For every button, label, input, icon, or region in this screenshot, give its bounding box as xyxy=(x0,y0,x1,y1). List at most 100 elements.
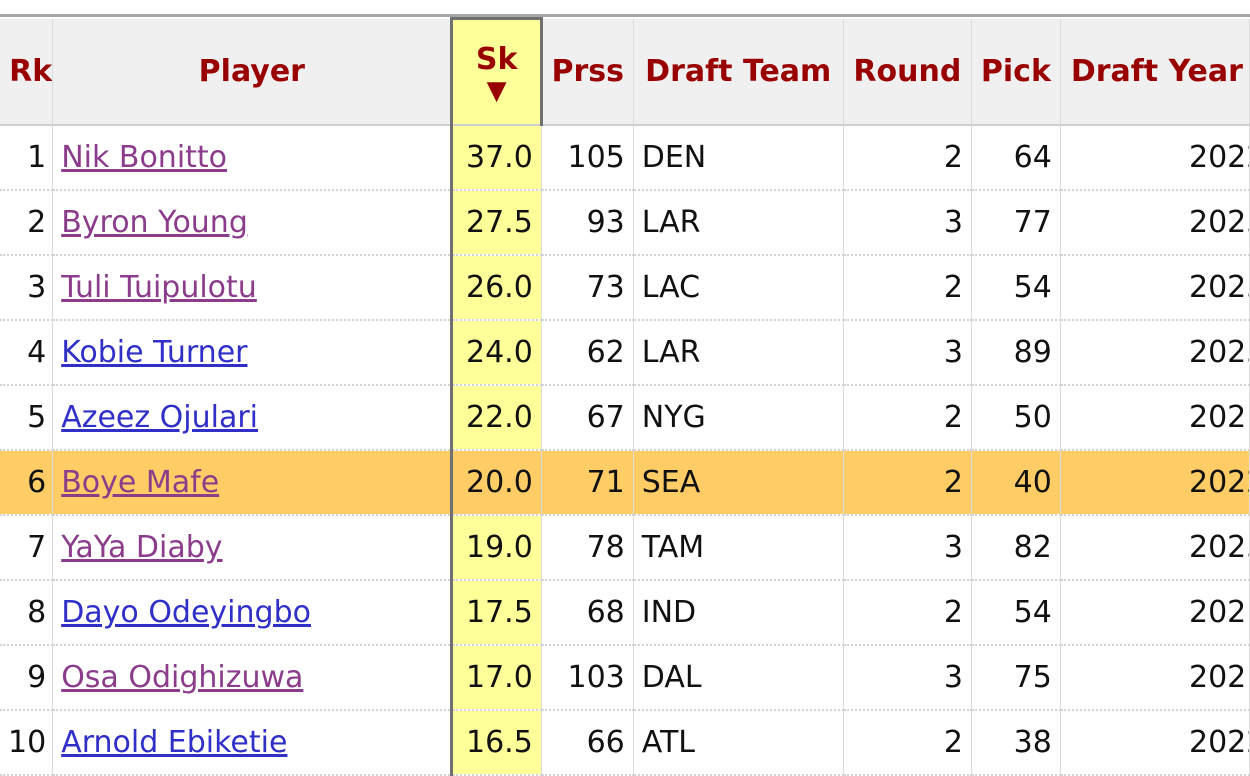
column-header-round[interactable]: Round xyxy=(843,18,972,126)
sacks-cell: 26.0 xyxy=(450,255,542,321)
player-link[interactable]: Kobie Turner xyxy=(61,335,248,370)
player-link[interactable]: Osa Odighizuwa xyxy=(61,660,304,695)
column-header-draft-team[interactable]: Draft Team xyxy=(633,18,844,126)
sacks-cell: 20.0 xyxy=(450,450,542,516)
rank-cell: 7 xyxy=(0,515,54,581)
sacks-cell: 17.5 xyxy=(450,580,542,646)
column-header-rank[interactable]: Rk xyxy=(0,18,54,126)
player-link[interactable]: Azeez Ojulari xyxy=(61,400,259,435)
pressures-cell: 78 xyxy=(541,515,634,581)
sacks-cell: 17.0 xyxy=(450,645,542,711)
column-header-pick[interactable]: Pick xyxy=(971,18,1061,126)
pressures-cell: 73 xyxy=(541,255,634,321)
draft-team-cell: DAL xyxy=(633,645,844,711)
round-cell: 2 xyxy=(843,450,972,516)
round-cell: 2 xyxy=(843,385,972,451)
pressures-cell: 93 xyxy=(541,190,634,256)
draft-team-cell: DEN xyxy=(633,125,844,191)
sort-descending-icon: ▼ xyxy=(486,76,507,106)
pick-cell: 54 xyxy=(971,580,1061,646)
draft-team-cell: IND xyxy=(633,580,844,646)
round-cell: 3 xyxy=(843,190,972,256)
pressures-cell: 67 xyxy=(541,385,634,451)
rank-cell: 9 xyxy=(0,645,54,711)
column-header-pressures[interactable]: Prss xyxy=(541,18,634,126)
player-cell: Nik Bonitto xyxy=(52,125,453,191)
player-cell: Arnold Ebiketie xyxy=(52,710,453,776)
page-top-edge xyxy=(0,0,1250,17)
player-cell: Tuli Tuipulotu xyxy=(52,255,453,321)
draft-stats-table: Rk Player Sk ▼ Prss Draft Team Round Pic… xyxy=(0,17,1250,776)
pick-cell: 75 xyxy=(971,645,1061,711)
rank-cell: 4 xyxy=(0,320,54,386)
draft-team-cell: LAR xyxy=(633,320,844,386)
player-link[interactable]: YaYa Diaby xyxy=(61,530,223,565)
player-link[interactable]: Boye Mafe xyxy=(61,465,220,500)
pick-cell: 50 xyxy=(971,385,1061,451)
player-link[interactable]: Dayo Odeyingbo xyxy=(61,595,311,630)
sacks-cell: 37.0 xyxy=(450,125,542,191)
sacks-cell: 27.5 xyxy=(450,190,542,256)
player-link[interactable]: Arnold Ebiketie xyxy=(61,725,288,760)
round-cell: 2 xyxy=(843,710,972,776)
player-link[interactable]: Nik Bonitto xyxy=(61,140,228,175)
pick-cell: 82 xyxy=(971,515,1061,581)
pick-cell: 40 xyxy=(971,450,1061,516)
player-link[interactable]: Tuli Tuipulotu xyxy=(61,270,257,305)
player-cell: Boye Mafe xyxy=(52,450,453,516)
sacks-cell: 24.0 xyxy=(450,320,542,386)
draft-team-cell: LAR xyxy=(633,190,844,256)
round-cell: 3 xyxy=(843,515,972,581)
player-cell: Kobie Turner xyxy=(52,320,453,386)
sacks-cell: 22.0 xyxy=(450,385,542,451)
rank-cell: 5 xyxy=(0,385,54,451)
pick-cell: 64 xyxy=(971,125,1061,191)
header-row: Rk Player Sk ▼ Prss Draft Team Round Pic… xyxy=(0,17,1250,126)
pick-cell: 77 xyxy=(971,190,1061,256)
sacks-cell: 16.5 xyxy=(450,710,542,776)
pressures-cell: 62 xyxy=(541,320,634,386)
pressures-cell: 103 xyxy=(541,645,634,711)
draft-team-cell: ATL xyxy=(633,710,844,776)
sacks-cell: 19.0 xyxy=(450,515,542,581)
pressures-cell: 66 xyxy=(541,710,634,776)
round-cell: 2 xyxy=(843,255,972,321)
column-header-sacks[interactable]: Sk ▼ xyxy=(450,17,543,126)
player-cell: Osa Odighizuwa xyxy=(52,645,453,711)
round-cell: 2 xyxy=(843,580,972,646)
round-cell: 2 xyxy=(843,125,972,191)
column-header-player[interactable]: Player xyxy=(52,18,453,126)
column-header-sacks-label: Sk xyxy=(475,42,518,77)
column-header-draft-year[interactable]: Draft Year xyxy=(1060,18,1250,126)
player-link[interactable]: Byron Young xyxy=(61,205,248,240)
rank-cell: 6 xyxy=(0,450,54,516)
player-cell: Azeez Ojulari xyxy=(52,385,453,451)
player-cell: YaYa Diaby xyxy=(52,515,453,581)
draft-team-cell: NYG xyxy=(633,385,844,451)
pick-cell: 89 xyxy=(971,320,1061,386)
pressures-cell: 71 xyxy=(541,450,634,516)
rank-cell: 3 xyxy=(0,255,54,321)
round-cell: 3 xyxy=(843,645,972,711)
round-cell: 3 xyxy=(843,320,972,386)
pressures-cell: 68 xyxy=(541,580,634,646)
draft-team-cell: SEA xyxy=(633,450,844,516)
